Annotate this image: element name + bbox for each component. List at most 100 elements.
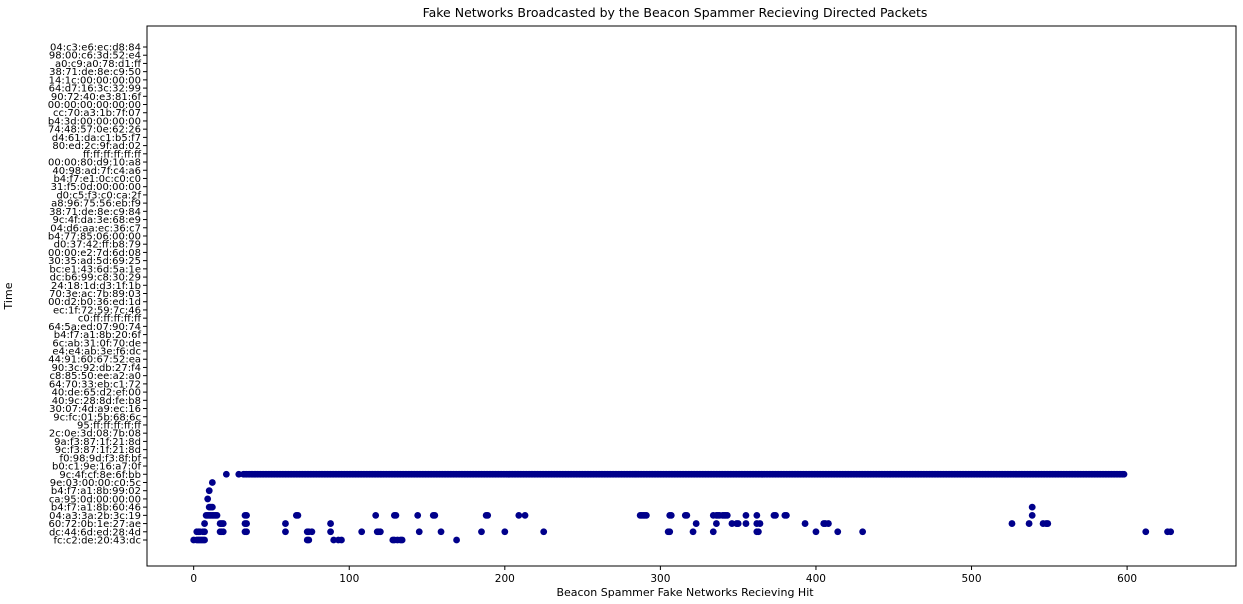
data-point <box>204 495 212 503</box>
x-tick-label: 0 <box>190 573 197 585</box>
data-point <box>330 536 338 544</box>
y-tick-label: dc:b6:99:c8:30:29 <box>50 273 141 284</box>
y-tick-label: d4:61:da:c1:b5:f7 <box>52 133 141 144</box>
data-point <box>219 520 227 527</box>
data-point <box>484 511 492 519</box>
y-tick-label: 9c:4f:da:3e:68:e9 <box>53 215 141 226</box>
y-tick-label: 00:d2:b0:36:ed:1d <box>48 297 141 308</box>
data-point <box>415 528 423 536</box>
x-tick-label: 500 <box>962 573 982 585</box>
data-point <box>305 536 313 544</box>
data-point <box>666 528 674 536</box>
chart-title: Fake Networks Broadcasted by the Beacon … <box>423 5 928 20</box>
data-point <box>308 528 316 536</box>
y-tick-label: 44:91:60:67:52:ea <box>48 355 141 366</box>
y-tick-label: 30:35:ad:5d:69:25 <box>48 256 141 267</box>
y-tick-label: 38:71:de:8e:c9:84 <box>49 207 141 218</box>
y-tick-label: c0:ff:ff:ff:ff:ff <box>78 314 142 325</box>
y-tick-label: 9e:03:00:00:c0:5c <box>50 478 141 489</box>
y-tick-label: 9c:f3:87:1f:21:8d <box>55 445 141 456</box>
y-tick-label: c8:85:50:ee:a2:a0 <box>50 371 141 382</box>
data-point <box>398 536 406 544</box>
data-point <box>358 528 366 536</box>
data-point <box>723 511 731 519</box>
data-point <box>201 520 208 527</box>
y-tick-label: b4:f7:a1:8b:99:02 <box>51 486 141 497</box>
data-point <box>1167 528 1175 536</box>
data-point <box>243 520 250 527</box>
y-tick-label: a0:c9:a0:78:d1:ff <box>55 59 142 70</box>
data-point <box>205 487 213 495</box>
data-point <box>219 528 227 536</box>
y-axis-ticks: fc:c2:de:20:43:dcdc:44:6d:ed:28:4d60:72:… <box>48 43 147 547</box>
data-point <box>515 511 523 519</box>
y-tick-label: 9c:fc:01:5b:68:6c <box>53 412 141 423</box>
data-point <box>642 511 650 519</box>
data-point <box>772 511 779 519</box>
y-tick-label: b4:f7:a1:8b:20:6f <box>54 330 142 341</box>
y-tick-label: 40:98:ad:7f:c4:a6 <box>52 166 141 177</box>
data-point <box>683 511 691 519</box>
x-axis-label: Beacon Spammer Fake Networks Recieving H… <box>556 586 814 599</box>
data-point <box>754 528 762 536</box>
data-point <box>1044 520 1052 527</box>
y-tick-label: 40:9c:28:8d:fe:b8 <box>52 396 141 407</box>
data-point <box>327 520 334 527</box>
data-point <box>431 511 439 519</box>
data-point <box>1120 470 1128 478</box>
data-point <box>709 528 717 536</box>
data-point <box>782 511 790 519</box>
y-tick-label: e4:e4:ab:3e:f6:dc <box>52 347 141 358</box>
data-point <box>753 511 761 519</box>
data-point <box>834 528 842 536</box>
y-tick-label: 90:72:40:e3:81:6f <box>51 92 142 103</box>
y-tick-label: 00:00:00:00:00:00 <box>48 100 141 111</box>
data-point <box>376 528 384 536</box>
y-tick-label: b0:c1:9e:16:a7:0f <box>52 462 142 473</box>
x-axis-ticks: 0 100 200 300 400 500 600 <box>190 566 1137 585</box>
y-tick-label: 31:f5:0d:00:00:00 <box>51 182 141 193</box>
data-point <box>414 511 422 519</box>
data-point <box>540 528 548 536</box>
y-tick-label: 6c:ab:31:0f:70:de <box>52 338 141 349</box>
data-point <box>201 528 208 536</box>
y-tick-label: fc:c2:de:20:43:dc <box>53 536 141 547</box>
y-tick-label: dc:44:6d:ed:28:4d <box>49 527 141 538</box>
y-tick-label: 40:de:65:d2:ef:00 <box>51 388 141 399</box>
y-tick-label: 9c:4f:cf:8e:6f:bb <box>59 470 141 481</box>
data-point <box>728 520 736 527</box>
data-point <box>372 511 380 519</box>
data-point <box>282 520 289 527</box>
x-tick-label: 600 <box>1117 573 1137 585</box>
y-tick-label: 30:07:4d:a9:ec:16 <box>49 404 141 415</box>
y-tick-label: d0:c5:f3:c0:ca:2f <box>56 190 141 201</box>
y-tick-label: 04:c3:e6:ec:d8:84 <box>50 43 141 54</box>
y-tick-label: b4:77:85:06:00:00 <box>48 231 141 242</box>
data-point <box>689 528 697 536</box>
data-point <box>437 528 445 536</box>
data-point <box>243 511 250 519</box>
data-point <box>208 479 216 486</box>
y-tick-label: f0:98:9d:f3:8f:bf <box>60 453 142 464</box>
y-tick-label: ec:1f:72:59:7c:46 <box>53 305 141 316</box>
data-point <box>478 528 485 536</box>
y-tick-label: b4:3d:00:00:00:00 <box>48 116 141 127</box>
data-point <box>1028 503 1036 511</box>
data-point <box>501 528 509 536</box>
y-tick-label: 64:5a:ed:07:90:74 <box>48 322 141 333</box>
y-tick-label: b4:f7:e1:0c:c0:c0 <box>53 174 141 185</box>
data-point <box>213 511 221 519</box>
y-tick-label: a8:96:75:56:eb:f9 <box>51 199 141 210</box>
data-point <box>742 511 750 519</box>
y-tick-label: 00:00:80:d9:10:a8 <box>48 158 141 169</box>
y-tick-label: 64:70:33:eb:c1:72 <box>49 379 141 390</box>
data-point <box>812 528 820 536</box>
data-point <box>667 511 675 519</box>
y-tick-label: 90:3c:92:db:27:f4 <box>52 363 141 374</box>
y-tick-label: 04:a3:3a:2b:3c:19 <box>49 511 141 522</box>
data-point <box>825 520 832 527</box>
x-tick-label: 200 <box>495 573 515 585</box>
data-point <box>712 520 720 527</box>
y-axis-label: Time <box>2 282 15 310</box>
